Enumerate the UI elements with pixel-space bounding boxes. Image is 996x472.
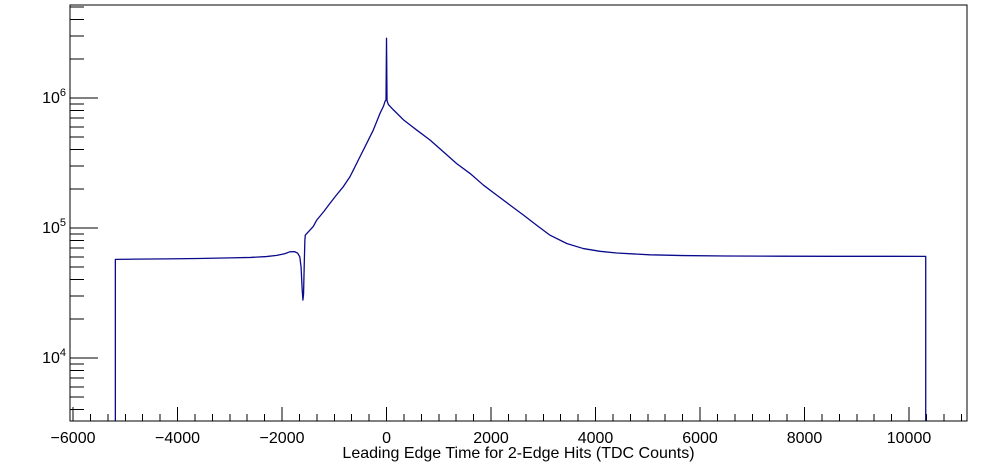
y-tick-label: 106 [42,87,66,107]
plot-frame-group [69,4,968,422]
axis-ticks-group [70,6,962,421]
histogram-series-group [114,37,927,421]
x-tick-label: −6000 [51,430,96,447]
x-tick-label: 2000 [473,430,509,447]
x-tick-label: −4000 [155,430,200,447]
x-tick-label: 4000 [578,430,614,447]
x-tick-label: 8000 [787,430,823,447]
x-tick-label: 0 [382,430,391,447]
x-axis-title: Leading Edge Time for 2-Edge Hits (TDC C… [342,445,694,462]
plot-frame [69,4,968,422]
y-tick-label: 104 [42,347,66,367]
x-tick-label: 10000 [887,430,932,447]
x-tick-label: −2000 [260,430,305,447]
axis-labels-group: −6000 −4000 −2000 0 2000 4000 6000 8000 10000 104… [42,87,931,447]
y-tick-label: 105 [42,217,66,237]
histogram-line [114,37,927,421]
x-tick-label: 6000 [682,430,718,447]
